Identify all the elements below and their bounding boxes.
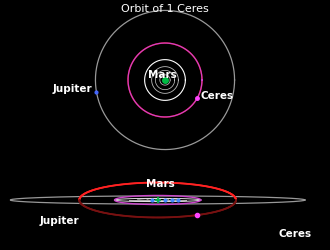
Text: Mars: Mars bbox=[146, 179, 175, 189]
Text: Orbit of 1 Ceres: Orbit of 1 Ceres bbox=[121, 4, 209, 14]
Text: Ceres: Ceres bbox=[201, 92, 234, 102]
Text: Jupiter: Jupiter bbox=[39, 216, 79, 226]
Text: Mars: Mars bbox=[148, 70, 176, 80]
Text: Jupiter: Jupiter bbox=[53, 84, 92, 94]
Text: Ceres: Ceres bbox=[278, 229, 311, 239]
